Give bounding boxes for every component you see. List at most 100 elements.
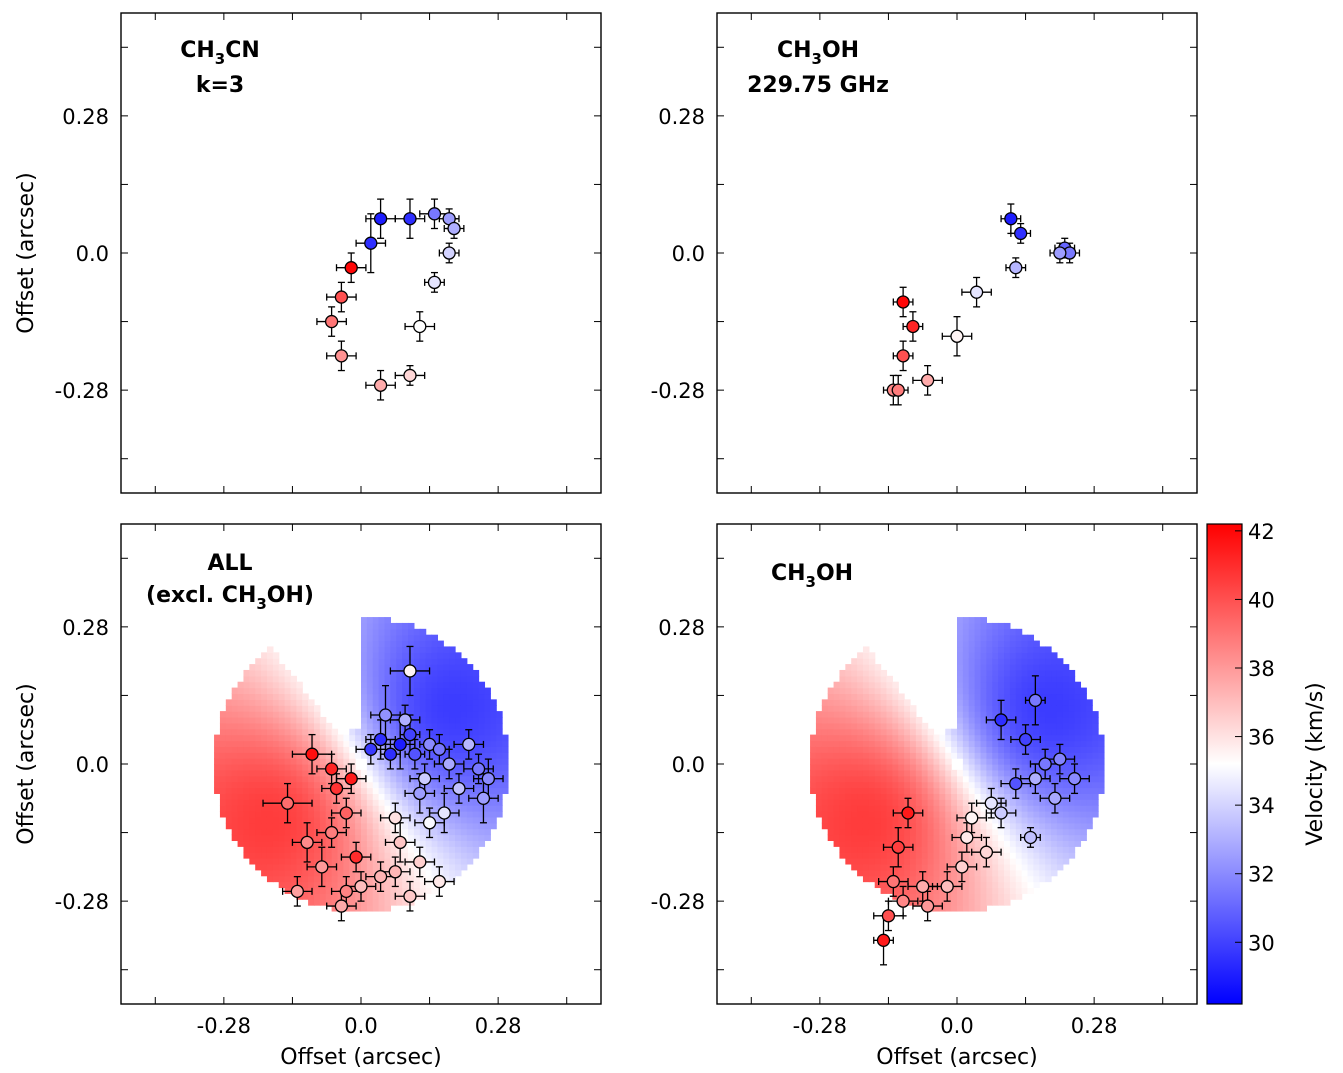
model-cell <box>974 793 982 800</box>
model-cell <box>1004 893 1011 900</box>
model-cell <box>992 787 999 794</box>
model-cell <box>372 764 380 771</box>
model-cell <box>290 881 297 889</box>
data-point <box>1053 752 1067 766</box>
model-cell <box>992 828 999 836</box>
model-cell <box>408 805 415 812</box>
model-cell <box>892 752 899 759</box>
model-cell <box>290 716 297 724</box>
model-cell <box>384 764 391 771</box>
model-cell <box>337 764 344 771</box>
model-cell <box>1039 693 1046 700</box>
model-cell <box>1004 675 1011 683</box>
data-point <box>1014 226 1028 241</box>
model-cell <box>460 669 468 677</box>
model-cell <box>296 752 303 759</box>
data-point <box>1023 830 1038 845</box>
model-cell <box>413 822 421 830</box>
model-cell <box>998 858 1005 865</box>
model-cell <box>490 722 497 730</box>
model-cell <box>308 828 315 836</box>
model-cell <box>449 716 456 724</box>
model-cell <box>349 899 356 906</box>
model-cell <box>396 875 403 883</box>
model-cell <box>974 622 982 630</box>
model-cell <box>833 687 841 695</box>
model-cell <box>933 805 940 812</box>
model-cell <box>413 693 421 700</box>
model-cell <box>880 822 888 830</box>
model-cell <box>402 681 409 689</box>
data-point <box>364 742 378 756</box>
model-cell <box>1009 863 1017 871</box>
model-cell <box>343 734 350 742</box>
model-cell <box>945 787 952 794</box>
model-cell <box>1021 769 1029 777</box>
model-cell <box>862 769 870 777</box>
model-cell <box>1086 728 1093 736</box>
model-cell <box>419 840 427 847</box>
model-cell <box>1033 793 1040 800</box>
model-cell <box>815 793 823 800</box>
model-cell <box>490 734 497 742</box>
model-cell <box>1027 746 1035 753</box>
model-cell <box>302 711 309 718</box>
model-cell <box>915 799 923 806</box>
model-cell <box>343 781 350 789</box>
model-cell <box>231 811 239 818</box>
model-cell <box>443 734 450 742</box>
model-cell <box>472 716 480 724</box>
model-cell <box>272 758 280 765</box>
model-cell <box>886 728 893 736</box>
model-cell <box>862 875 870 883</box>
model-cell <box>384 852 391 859</box>
model-cell <box>992 758 999 765</box>
model-cell <box>951 728 958 736</box>
model-cell <box>1086 699 1093 706</box>
model-cell <box>408 681 415 689</box>
model-cell <box>886 711 893 718</box>
model-cell <box>933 875 940 883</box>
data-point <box>471 762 486 776</box>
model-cell <box>396 646 403 653</box>
model-cell <box>1004 869 1011 877</box>
model-cell <box>413 652 421 659</box>
model-cell <box>1074 764 1082 771</box>
model-cell <box>833 716 841 724</box>
model-cell <box>1027 728 1035 736</box>
model-cell <box>284 840 292 847</box>
model-cell <box>1051 681 1058 689</box>
model-cell <box>355 769 362 777</box>
model-cell <box>898 881 905 889</box>
model-cell <box>980 816 987 824</box>
model-cell <box>237 764 245 771</box>
model-cell <box>939 746 946 753</box>
model-cell <box>1039 705 1046 712</box>
model-cell <box>998 622 1005 630</box>
model-cell <box>296 740 303 747</box>
model-cell <box>466 781 474 789</box>
model-cell <box>951 875 958 883</box>
model-cell <box>278 811 286 818</box>
model-cell <box>443 716 450 724</box>
model-cell <box>957 705 964 712</box>
model-cell <box>868 669 876 677</box>
model-cell <box>945 899 952 906</box>
model-cell <box>384 722 391 730</box>
model-cell <box>915 852 923 859</box>
model-cell <box>921 834 929 842</box>
axis-ticks <box>717 524 1197 1004</box>
model-cell <box>431 781 439 789</box>
model-cell <box>880 746 888 753</box>
model-cell <box>1004 752 1011 759</box>
model-cell <box>974 893 982 900</box>
model-cell <box>874 840 882 847</box>
model-cell <box>974 734 982 742</box>
model-cell <box>384 658 391 665</box>
model-cell <box>355 734 362 742</box>
model-cell <box>1004 652 1011 659</box>
model-cell <box>402 805 409 812</box>
model-cell <box>957 669 964 677</box>
model-cell <box>378 799 386 806</box>
model-cell <box>372 675 380 683</box>
